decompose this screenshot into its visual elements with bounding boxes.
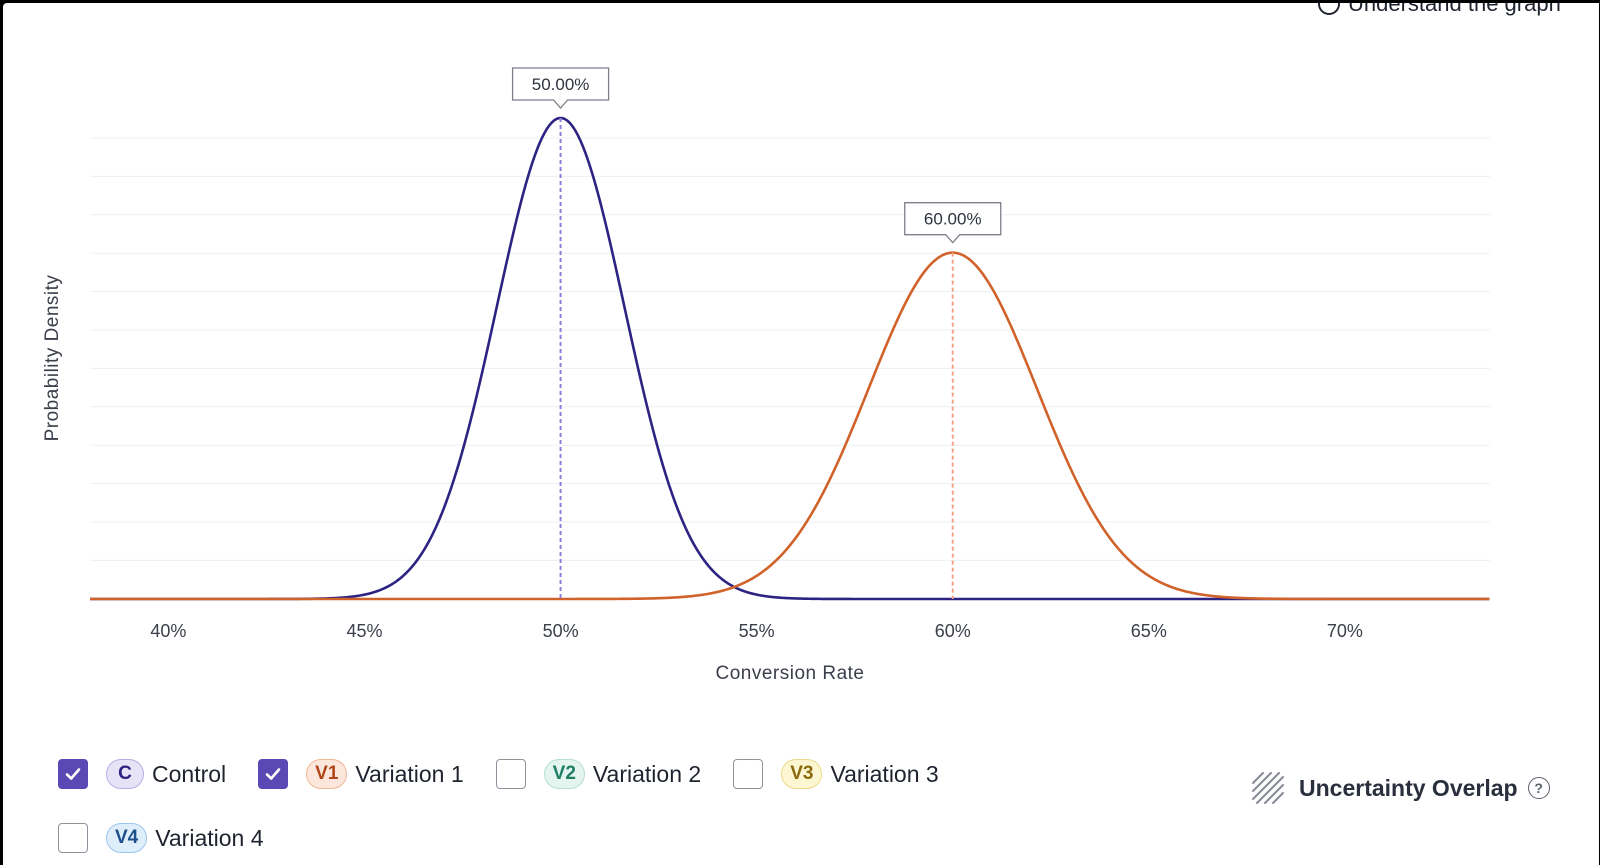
series-legend: C Control V1 Variation 1 V2 Variation 2 <box>58 758 1038 854</box>
checkmark-icon <box>265 768 281 780</box>
question-circle-icon[interactable]: ? <box>1527 777 1550 799</box>
x-tick-label: 40% <box>150 621 186 641</box>
legend-item-variation-1[interactable]: V1 Variation 1 <box>258 758 464 790</box>
series-label: Variation 1 <box>355 760 464 787</box>
peak-label-box <box>511 67 610 109</box>
series-badge: C <box>106 759 144 789</box>
diagonal-hatch-icon <box>1251 771 1285 805</box>
x-tick-label: 45% <box>346 621 382 641</box>
series-label: Variation 4 <box>155 824 264 851</box>
legend-item-variation-4[interactable]: V4 Variation 4 <box>58 822 264 854</box>
uncertainty-overlap-toggle[interactable]: Uncertainty Overlap ? <box>1251 770 1550 806</box>
series-badge: V4 <box>106 823 148 853</box>
checkmark-icon <box>65 768 81 780</box>
series-checkbox[interactable] <box>258 759 289 789</box>
chart-panel: Understand the graph 50.00% 60.00% 40% 45%… <box>3 3 1599 865</box>
y-axis-label: Probability Density <box>42 275 63 442</box>
series-checkbox[interactable] <box>733 759 764 789</box>
series-badge: V1 <box>306 759 348 789</box>
series-checkbox[interactable] <box>495 759 526 789</box>
series-checkbox[interactable] <box>58 823 88 853</box>
series-checkbox[interactable] <box>58 759 88 789</box>
x-tick-label: 60% <box>935 621 971 641</box>
uncertainty-overlap-label: Uncertainty Overlap <box>1299 774 1518 801</box>
x-axis-label: Conversion Rate <box>715 663 864 684</box>
density-curves <box>90 116 1490 601</box>
grid-lines <box>90 137 1490 561</box>
series-label: Control <box>152 760 227 787</box>
peak-label: 50.00% <box>532 75 590 94</box>
legend-item-variation-3[interactable]: V3 Variation 3 <box>733 758 939 790</box>
series-label: Variation 2 <box>592 760 702 787</box>
x-tick-label: 70% <box>1327 621 1363 641</box>
density-curve-control <box>90 116 1490 601</box>
legend-item-variation-2[interactable]: V2 Variation 2 <box>495 758 702 790</box>
understand-graph-link[interactable]: Understand the graph <box>1318 3 1561 17</box>
x-tick-label: 50% <box>543 621 579 641</box>
x-tick-label: 65% <box>1131 621 1167 641</box>
series-badge: V2 <box>543 759 585 789</box>
understand-graph-label: Understand the graph <box>1348 3 1561 16</box>
x-tick-label: 55% <box>739 621 775 641</box>
legend-item-control[interactable]: C Control <box>58 758 226 790</box>
peak-label: 60.00% <box>924 210 982 229</box>
density-curve-variation-1 <box>90 251 1490 601</box>
x-axis-ticks: 40% 45% 50% 55% 60% 65% 70% <box>150 621 1363 641</box>
peak-label-box <box>904 202 1002 244</box>
probability-density-chart: 50.00% 60.00% 40% 45% 50% 55% 60% 65% 70% Conve… <box>42 67 1490 684</box>
series-badge: V3 <box>781 759 823 789</box>
mean-markers: 50.00% 60.00% <box>511 67 1002 599</box>
series-label: Variation 3 <box>830 760 939 787</box>
